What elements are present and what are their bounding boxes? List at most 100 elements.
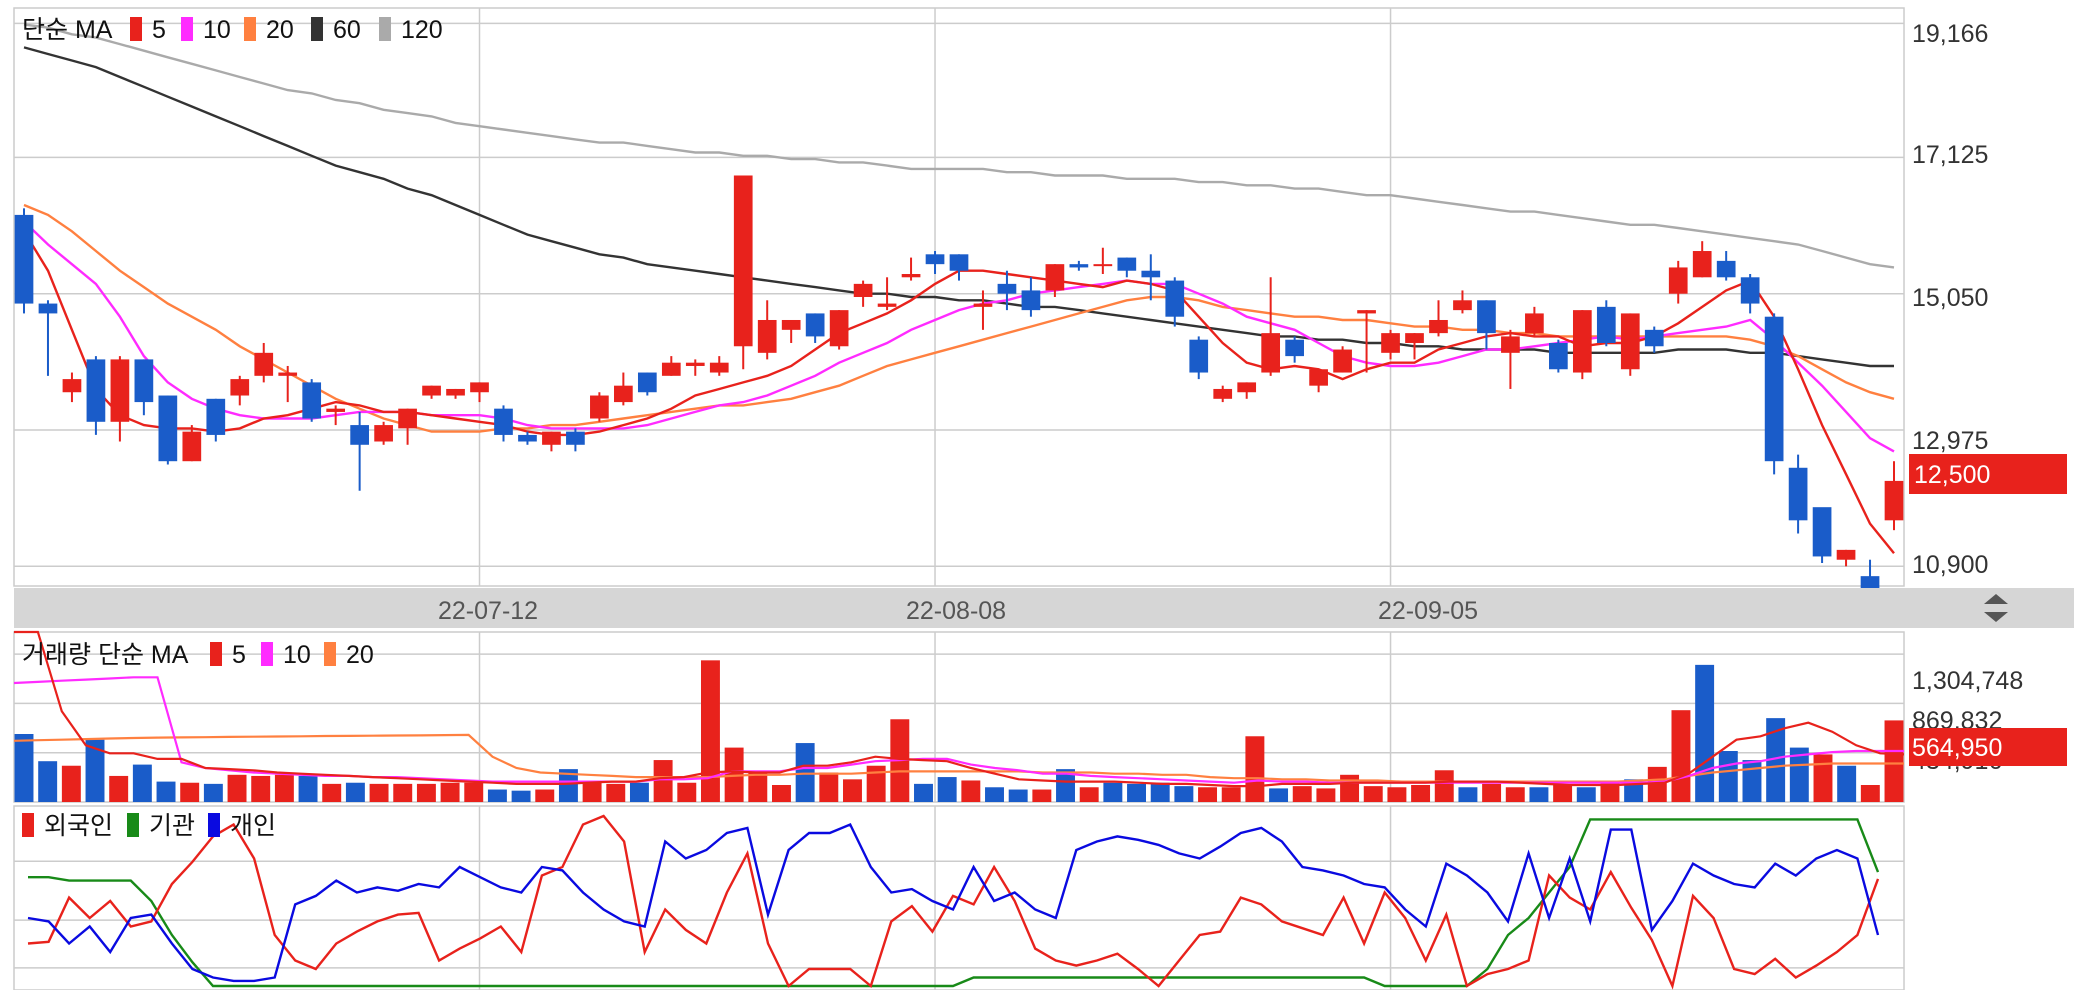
volume-bar: [748, 772, 768, 802]
volume-bar: [653, 760, 673, 802]
volume-bar: [1860, 785, 1880, 802]
volume-bar: [109, 775, 129, 802]
volume-bar: [1529, 787, 1549, 802]
volume-bar: [1458, 787, 1478, 802]
volume-bar: [440, 782, 460, 802]
legend-label-ma5: 5: [152, 16, 166, 44]
volume-bar: [61, 765, 81, 802]
volume-bar: [1434, 770, 1454, 802]
volume-bar: [937, 777, 957, 802]
volume-bar: [1837, 765, 1857, 802]
price-candles: [14, 175, 1904, 600]
candle-body: [1405, 333, 1424, 343]
panel-frame: [13, 805, 1905, 990]
candle-body: [1477, 300, 1496, 334]
candle-body: [1764, 316, 1784, 462]
volume-bar: [866, 765, 886, 802]
volume-bar: [1198, 787, 1218, 802]
candle-body: [1740, 277, 1760, 304]
candle-body: [470, 382, 489, 393]
legend-label-institution: 기관: [149, 812, 195, 840]
candle-body: [805, 313, 825, 337]
legend-swatch-vol-ma5: [210, 642, 222, 666]
legend-swatch-institution: [127, 813, 139, 837]
volume-bar: [629, 782, 649, 802]
candle-body: [1165, 280, 1185, 317]
price-tick-label: 19,166: [1912, 20, 1988, 48]
volume-bar: [1718, 751, 1738, 802]
volume-bar: [156, 781, 176, 802]
volume-bar: [1411, 785, 1431, 802]
volume-bar: [914, 783, 933, 802]
candle-body: [134, 359, 154, 403]
candle-body: [254, 352, 274, 376]
legend-swatch-vol-ma20: [324, 642, 336, 666]
candle-body: [1501, 336, 1520, 353]
candle-body: [278, 372, 298, 376]
volume-bar: [298, 775, 318, 802]
volume-bar: [558, 769, 578, 802]
volume-bar: [1056, 769, 1075, 802]
candle-body: [350, 425, 369, 445]
candle-body: [949, 254, 969, 271]
candle-body: [542, 431, 561, 445]
volume-bar: [1813, 754, 1833, 802]
legend-swatch-ma20: [244, 17, 256, 41]
date-axis-band: [14, 588, 2074, 628]
volume-bar: [677, 782, 697, 802]
candle-body: [398, 408, 417, 429]
candle-body: [1812, 507, 1832, 557]
volume-bar: [251, 775, 271, 802]
candle-body: [997, 283, 1017, 294]
volume-bar: [1174, 786, 1194, 802]
volume-bar: [535, 789, 555, 802]
candle-body: [853, 283, 873, 297]
volume-bar: [961, 780, 981, 802]
legend-label-ma10: 10: [203, 16, 231, 44]
candle-body: [709, 362, 729, 373]
current-price-marker: 12,500: [1909, 454, 2067, 494]
volume-bar: [369, 783, 389, 802]
volume-bar: [132, 764, 152, 802]
candle-body: [1357, 310, 1376, 314]
volume-bar: [487, 789, 507, 802]
price-ma120-line: [23, 23, 1895, 269]
investor-institution-line: [28, 818, 1880, 988]
candle-body: [1069, 264, 1089, 268]
candle-body: [38, 303, 58, 314]
investor-individual-line: [27, 822, 1880, 983]
volume-moving-averages: [13, 630, 1905, 788]
candle-body: [1525, 313, 1544, 334]
current-price-label: 12,500: [1914, 461, 1990, 489]
candle-body: [230, 379, 250, 396]
volume-bar: [1079, 787, 1099, 802]
candle-body: [1596, 306, 1616, 343]
volume-bar: [1505, 787, 1525, 802]
current-volume-marker: 564,950: [1909, 728, 2067, 766]
volume-bar: [1553, 785, 1573, 802]
price-tick-label: 12,975: [1912, 427, 1988, 455]
legend-swatch-individual: [208, 813, 220, 837]
volume-tick-label: 1,304,748: [1912, 667, 2023, 695]
candle-body: [422, 385, 441, 396]
investor-legend: 외국인 기관 개인: [22, 812, 276, 840]
candle-body: [1261, 333, 1281, 373]
legend-label-ma120: 120: [401, 16, 443, 44]
panel-frame: [13, 631, 1905, 803]
legend-swatch-ma5: [130, 17, 142, 41]
candle-body: [1453, 300, 1472, 311]
volume-bar: [1363, 786, 1383, 802]
volume-bar: [843, 779, 862, 802]
candle-body: [590, 395, 609, 419]
volume-bar: [1647, 766, 1667, 802]
candle-body: [1692, 251, 1712, 278]
investor-flow-lines: [27, 814, 1880, 990]
candle-body: [877, 303, 897, 307]
legend-label-vol-ma10: 10: [283, 641, 311, 669]
candle-body: [62, 379, 82, 393]
candle-body: [1668, 267, 1688, 294]
candle-body: [1237, 382, 1257, 393]
volume-bar: [1292, 786, 1312, 802]
resize-handle-icon[interactable]: [1984, 594, 2008, 622]
volume-bar: [274, 774, 294, 802]
